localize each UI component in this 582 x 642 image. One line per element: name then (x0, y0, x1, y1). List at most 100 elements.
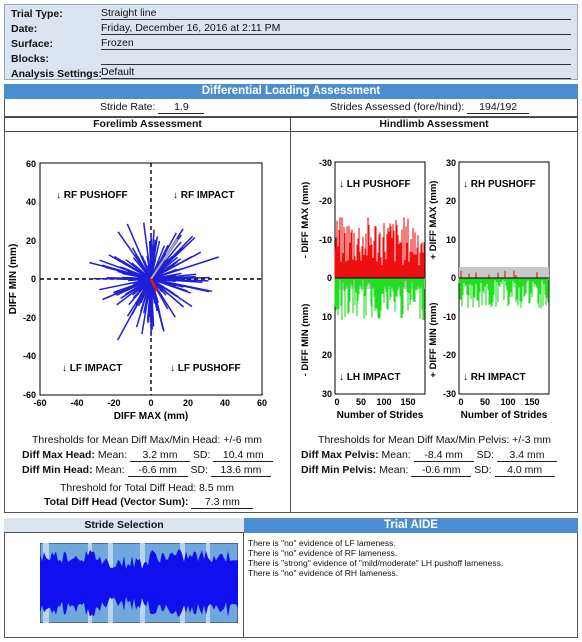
strides-assessed-value: 194/192 (467, 101, 530, 114)
forelimb-spoke (150, 276, 210, 280)
hl-xtick: 100 (376, 397, 391, 407)
diff-min-head-sd: 13.6 mm (210, 464, 271, 477)
hr-ylabel-bottom: + DIFF MIN (mm) (428, 302, 439, 377)
diff-min-head-mean: -6.6 mm (127, 464, 188, 477)
forelimb-title: Forelimb Assessment (4, 117, 291, 132)
mean-label: Mean: (95, 464, 125, 476)
hl-ytick: 10 (322, 312, 332, 322)
diff-max-head-sd: 10.4 mm (213, 449, 274, 462)
forelimb-xtick: -20 (107, 398, 120, 408)
hl-ytick: 20 (322, 350, 332, 360)
trial-info-panel: Trial Type: Straight line Date: Friday, … (4, 4, 578, 80)
hr-ytick: 0 (451, 273, 456, 283)
bottom-divider (243, 518, 244, 638)
forelimb-mean-vector (149, 278, 159, 292)
forelimb-spoke (150, 278, 192, 288)
lh-pushoff-label: ↓ LH PUSHOFF (339, 179, 411, 190)
aide-line-rf: There is "no" evidence of RF lameness. (248, 548, 398, 558)
analysis-settings-label: Analysis Settings: (11, 68, 103, 80)
forelimb-ytick: -60 (23, 390, 36, 400)
forelimb-xtick: 40 (220, 398, 230, 408)
dla-summary-row: Stride Rate: 1.9 Strides Assessed (fore/… (4, 99, 578, 117)
hr-ytick: 20 (446, 196, 456, 206)
diff-max-head-label: Diff Max Head: (22, 449, 95, 461)
hr-ytick: 30 (446, 158, 456, 168)
forelimb-q-br: ↓ LF PUSHOFF (170, 363, 241, 374)
diff-min-pelvis-row: Diff Min Pelvis: Mean: -0.6 mm SD: 4.0 m… (301, 464, 576, 477)
forelimb-spoke (126, 223, 152, 280)
hindlimb-title: Hindlimb Assessment (290, 117, 578, 132)
hl-ylabel-bottom: - DIFF MIN (mm) (300, 304, 311, 377)
diff-max-pelvis-label: Diff Max Pelvis: (301, 449, 379, 461)
hr-ytick: 10 (446, 235, 456, 245)
forelimb-spoke (137, 258, 152, 280)
forelimb-xtick: -40 (70, 398, 83, 408)
hl-xtick: 150 (400, 397, 415, 407)
diff-max-pelvis-sd: 3.4 mm (497, 449, 557, 462)
sd-label: SD: (476, 449, 495, 461)
mean-label: Mean: (379, 464, 409, 476)
hindlimb-right-plot: ↓ RH PUSHOFF ↓ RH IMPACT 30 20 10 0 -10 … (428, 158, 550, 421)
forelimb-plot: ↓ RF PUSHOFF ↓ RF IMPACT ↓ LF IMPACT ↓ L… (8, 159, 267, 422)
hr-ytick: -20 (443, 350, 456, 360)
forelimb-xtick: 60 (257, 398, 267, 408)
hl-ylabel-top: - DIFF MAX (mm) (300, 182, 311, 259)
forelimb-xtick: 20 (183, 398, 193, 408)
forelimb-spoke (150, 278, 174, 294)
hindlimb-left-plot: ↓ LH PUSHOFF ↓ LH IMPACT -30 -20 -10 0 1… (300, 158, 426, 421)
diff-max-head-row: Diff Max Head: Mean: 3.2 mm SD: 10.4 mm (22, 449, 292, 462)
hr-xtick: 100 (500, 397, 515, 407)
date-label: Date: (11, 23, 38, 35)
hl-xlabel: Number of Strides (337, 410, 424, 421)
forelimb-spoke (99, 259, 152, 280)
stride-selection-plot[interactable] (40, 543, 238, 623)
strides-assessed-label: Strides Assessed (fore/hind): (330, 101, 465, 113)
forelimb-spoke (150, 258, 182, 280)
forelimb-spoke (140, 278, 152, 304)
panel-divider (290, 117, 291, 513)
aide-messages: There is "no" evidence of LF lameness. T… (248, 538, 576, 578)
hl-ytick: 0 (327, 273, 332, 283)
stride-waveform (40, 549, 238, 618)
hl-xtick: 0 (334, 397, 339, 407)
rh-impact-label: ↓ RH IMPACT (463, 372, 526, 383)
diff-min-head-label: Diff Min Head: (22, 464, 93, 476)
stride-rate-value: 1.9 (158, 101, 205, 114)
forelimb-ytick: 0 (31, 274, 36, 284)
hl-ytick: 30 (322, 389, 332, 399)
sd-label: SD: (190, 464, 209, 476)
forelimb-ytick: 20 (26, 236, 36, 246)
trial-type-label: Trial Type: (11, 8, 63, 20)
diff-min-pelvis-sd: 4.0 mm (494, 464, 555, 477)
rh-pushoff-label: ↓ RH PUSHOFF (463, 179, 536, 190)
forelimb-xtick: 0 (148, 398, 153, 408)
sd-label: SD: (474, 464, 492, 476)
diff-max-pelvis-row: Diff Max Pelvis: Mean: -8.4 mm SD: 3.4 m… (301, 449, 576, 462)
hr-xtick: 0 (458, 397, 463, 407)
diff-min-pelvis-mean: -0.6 mm (411, 464, 472, 477)
hind-right-threshold-band (459, 267, 549, 280)
aide-line-lh: There is "strong" evidence of "mild/mode… (248, 558, 504, 568)
forelimb-ylabel: DIFF MIN (mm) (8, 244, 19, 315)
forelimb-q-tr: ↓ RF IMPACT (173, 190, 234, 201)
forelimb-spoke (113, 278, 152, 295)
forelimb-spoke (150, 238, 179, 280)
forelimb-spoke (150, 278, 165, 332)
forelimb-spoke (150, 268, 177, 280)
forelimb-spoke (99, 278, 152, 291)
total-diff-head-label: Total Diff Head (Vector Sum): (44, 496, 189, 508)
hind-right-bars (458, 270, 549, 309)
forelimb-xtick: -60 (33, 398, 46, 408)
total-threshold: Threshold for Total Diff Head: 8.5 mm (59, 482, 235, 494)
forelimb-ytick: -20 (23, 313, 36, 323)
hl-xtick: 50 (356, 397, 366, 407)
diff-min-head-row: Diff Min Head: Mean: -6.6 mm SD: 13.6 mm (22, 464, 292, 477)
diff-max-head-mean: 3.2 mm (129, 449, 190, 462)
date-value: Friday, December 16, 2016 at 2:11 PM (101, 22, 571, 35)
hl-ytick: -10 (319, 235, 332, 245)
hr-xlabel: Number of Strides (461, 410, 548, 421)
forelimb-spoke (144, 277, 152, 280)
forelimb-xlabel: DIFF MAX (mm) (114, 411, 188, 422)
forelimb-spoke (125, 259, 152, 280)
stride-rate-label: Stride Rate: (100, 101, 156, 113)
